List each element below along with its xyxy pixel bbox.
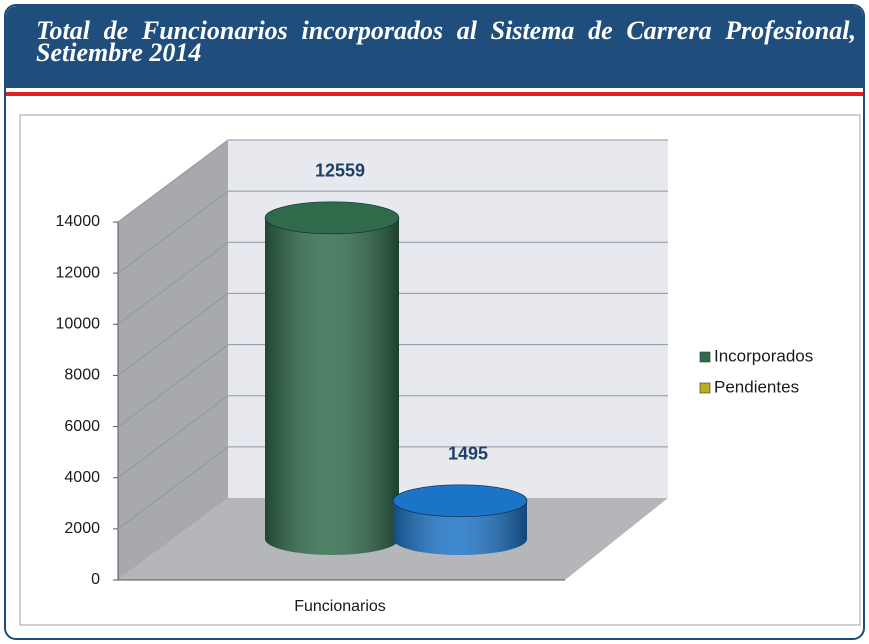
legend-swatch [699,351,711,363]
grid-line [117,446,229,530]
y-tick-label: 8000 [64,367,100,384]
title-bar [6,6,863,88]
y-tick-label: 14000 [56,213,101,230]
divider [6,92,863,96]
cylinder-top [392,484,528,518]
side-wall [118,140,228,580]
y-tick-label: 4000 [64,469,100,486]
y-tick-label: 0 [91,571,100,588]
y-tick-label: 12000 [56,264,101,281]
grid-line [117,395,229,479]
legend-swatch [699,382,711,394]
y-tick-label: 10000 [56,316,101,333]
grid-line [117,293,229,376]
y-tick-label: 6000 [64,418,100,435]
x-tick-label: Funcionarios [294,598,386,615]
grid-line [117,139,229,223]
legend-label: Incorporados [714,346,813,365]
grid-line [117,241,229,325]
cylinder-shade [265,217,399,555]
chart-title: Total de Funcionarios incorporados al Si… [36,16,856,67]
grid-line [117,190,229,274]
y-tick-label: 2000 [64,520,100,537]
legend-label: Pendientes [714,377,799,396]
data-label: 12559 [315,161,365,181]
data-label: 1495 [448,444,488,464]
grid-line [117,344,229,427]
cylinder-top [264,201,400,235]
